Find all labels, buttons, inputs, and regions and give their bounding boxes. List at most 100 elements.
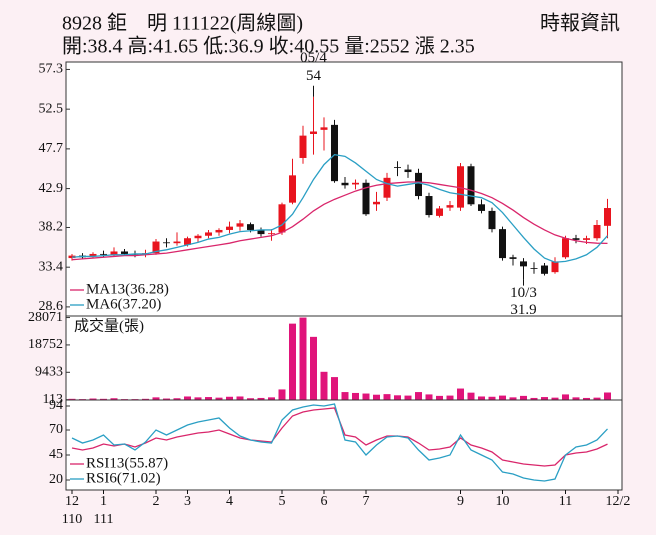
candle-body <box>247 224 254 230</box>
candle-body <box>205 232 212 236</box>
volume-bar <box>551 397 559 400</box>
annotation-value: 31.9 <box>510 302 536 318</box>
candle-body <box>467 166 475 205</box>
volume-bar <box>394 395 401 400</box>
candle-body <box>257 229 265 235</box>
legend-label: MA6(37.20) <box>86 296 161 312</box>
candle-body <box>551 261 559 273</box>
candle-body <box>457 166 464 208</box>
volume-bar <box>572 397 580 400</box>
source: 時報資訊 <box>540 12 620 35</box>
volume-bar <box>226 396 233 400</box>
x-tick-label: 4 <box>226 494 233 509</box>
candle-body <box>152 241 160 254</box>
volume-bar <box>520 395 527 400</box>
x-tick-label: 12 <box>65 494 79 509</box>
volume-bar <box>247 398 254 400</box>
x-tick-label: 3 <box>184 494 191 509</box>
volume-bar <box>478 396 485 400</box>
candle-body <box>194 235 202 239</box>
summary: 開:38.4 高:41.65 低:36.9 收:40.55 量:2552 漲 2… <box>62 35 475 58</box>
panel <box>65 315 623 401</box>
candle-body <box>383 177 391 198</box>
x-tick-label: 11 <box>559 494 572 509</box>
candle-body <box>404 169 412 173</box>
candle-body <box>541 265 548 274</box>
candle-body <box>425 196 433 216</box>
volume-bar <box>341 392 349 400</box>
candle-body <box>278 204 286 233</box>
volume-bar <box>268 397 275 400</box>
rsi-line <box>71 403 608 482</box>
candle-body <box>583 238 590 240</box>
volume-bar <box>184 396 191 400</box>
candle-body <box>530 268 538 269</box>
y-tick-label: 57.3 <box>39 62 64 77</box>
volume-bar <box>446 395 454 400</box>
volume-bar <box>373 394 380 400</box>
volume-bar <box>530 397 538 400</box>
volume-bar <box>152 397 160 400</box>
candle-body <box>415 172 422 197</box>
y-tick-label: 42.9 <box>39 181 64 196</box>
y-tick-label: 38.2 <box>39 220 64 235</box>
x-tick-label: 7 <box>363 494 370 509</box>
candle-body <box>310 131 317 134</box>
candle-body <box>110 251 118 255</box>
volume-bar <box>289 323 296 400</box>
volume-bar <box>583 397 590 400</box>
volume-bar <box>488 396 496 400</box>
x-tick-label: 1 <box>100 494 107 509</box>
annotation-label: 05/4 <box>300 50 327 66</box>
annotation-value: 54 <box>306 68 322 84</box>
volume-bar <box>331 377 338 400</box>
volume-bar <box>236 396 244 400</box>
y-tick-label: 52.5 <box>39 101 64 116</box>
volume-bar <box>68 398 76 400</box>
x-tick-label: 2 <box>153 494 160 509</box>
volume-bar <box>604 392 611 400</box>
volume-bar <box>436 395 443 400</box>
volume-bar <box>205 397 212 400</box>
x-tick-label: 12/2 <box>606 494 631 509</box>
volume-bar <box>142 398 149 400</box>
candle-body <box>593 224 601 239</box>
volume-bar <box>163 398 170 400</box>
candle-body <box>373 201 380 205</box>
legend-label: RSI13(55.87) <box>86 455 168 471</box>
candle-body <box>394 167 401 168</box>
y-tick-label: 70 <box>49 422 63 437</box>
y-tick-label: 45 <box>49 447 63 462</box>
volume-bar <box>215 397 223 400</box>
candle-body <box>478 204 485 211</box>
annotation-label: 10/3 <box>510 285 537 301</box>
volume-bar <box>110 398 118 400</box>
y-tick-label: 47.7 <box>39 141 64 156</box>
candle-body <box>488 210 496 230</box>
candle-body <box>289 175 296 203</box>
volume-bar <box>278 389 286 400</box>
volume-bar <box>257 397 265 400</box>
legend-label: MA13(36.28) <box>86 281 169 297</box>
volume-bar <box>404 395 412 400</box>
volume-bar <box>593 397 601 400</box>
candle-body <box>436 208 443 216</box>
candle-body <box>89 253 97 257</box>
panel <box>65 61 623 317</box>
y-tick-label: 113 <box>43 392 63 407</box>
y-tick-label: 94 <box>49 398 63 413</box>
candle-body <box>121 251 128 254</box>
ma-line <box>71 181 608 261</box>
candle-body <box>572 238 580 240</box>
volume-bar <box>415 392 422 400</box>
candle-body <box>236 223 244 227</box>
y-tick-label: 20 <box>49 472 63 487</box>
candle-body <box>163 242 170 244</box>
volume-bar <box>467 392 475 400</box>
candle-body <box>215 229 223 233</box>
volume-bar <box>509 397 517 400</box>
candle-body <box>341 182 349 186</box>
candle-body <box>509 257 517 259</box>
volume-bar <box>310 336 317 400</box>
